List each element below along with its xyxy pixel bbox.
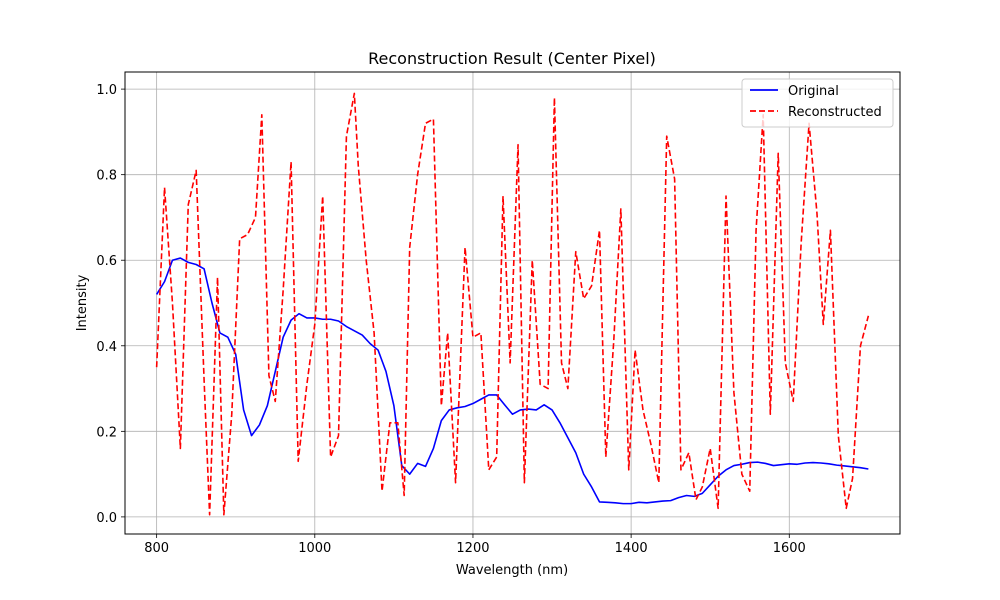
y-tick-label: 0.8	[96, 169, 117, 184]
x-tick-label: 1200	[456, 541, 489, 556]
y-tick-label: 0.0	[96, 511, 117, 526]
x-tick-label: 800	[144, 541, 169, 556]
legend-label-reconstructed: Reconstructed	[788, 105, 882, 120]
legend-label-original: Original	[788, 84, 839, 99]
legend: Original Reconstructed	[741, 78, 894, 128]
x-tick-label: 1600	[773, 541, 806, 556]
y-tick-label: 0.2	[96, 425, 117, 440]
x-axis-label: Wavelength (nm)	[456, 563, 568, 578]
chart-title: Reconstruction Result (Center Pixel)	[368, 49, 656, 68]
x-tick-label: 1400	[615, 541, 648, 556]
y-tick-label: 0.6	[96, 254, 117, 269]
y-tick-label: 0.4	[96, 340, 117, 355]
y-tick-label: 1.0	[96, 83, 117, 98]
x-tick-label: 1000	[298, 541, 331, 556]
ticks: 800 1000 1200 1400 1600 0.0 0.2 0.4 0.6 0.8 1.0	[96, 83, 806, 556]
series-layer	[155, 92, 870, 516]
series-line-reconstructed	[155, 92, 870, 516]
plot-frame	[124, 71, 901, 535]
y-axis-label: Intensity	[75, 274, 90, 331]
legend-box	[741, 78, 894, 128]
